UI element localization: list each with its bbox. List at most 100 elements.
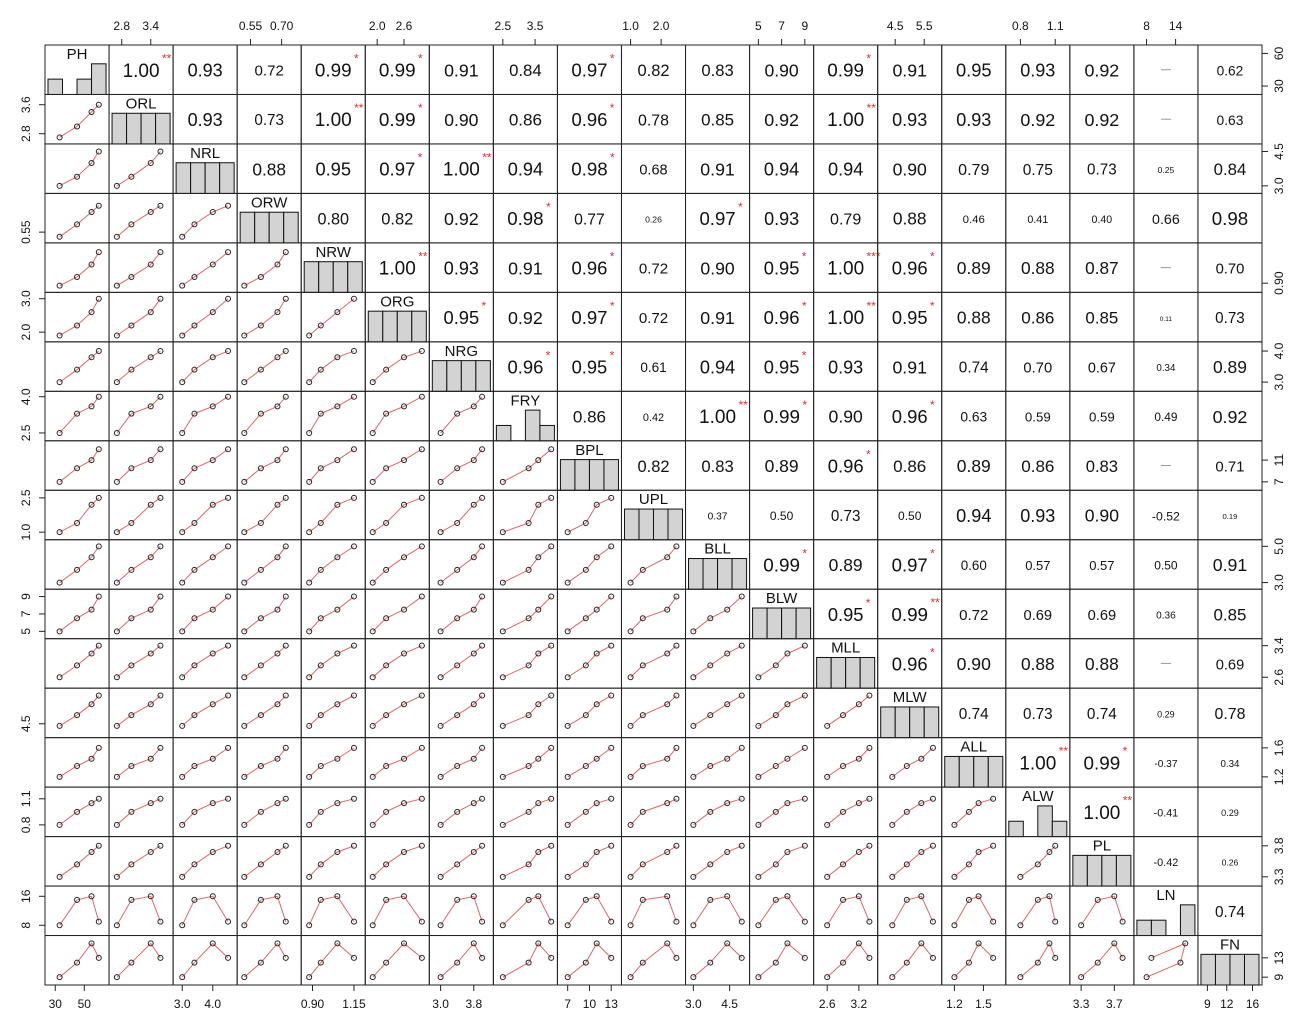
x-tick-label: 1.5 [975, 997, 992, 1011]
smooth-line [440, 695, 483, 727]
point [707, 959, 714, 966]
histogram-bar [140, 112, 157, 145]
point [707, 861, 714, 868]
point [179, 529, 186, 536]
x-tick-label: 3.5 [527, 19, 544, 33]
point [306, 821, 313, 828]
smooth-line [244, 497, 287, 533]
point [772, 662, 779, 669]
point [128, 366, 135, 373]
x-tick-label: 2.6 [396, 19, 413, 33]
point [454, 959, 461, 966]
smooth-line [308, 895, 355, 926]
smooth-line [567, 942, 612, 978]
point [274, 849, 281, 855]
correlation: 0.29 [1157, 709, 1175, 719]
point [257, 662, 264, 669]
correlation: 0.73 [1023, 706, 1053, 723]
significance: * [930, 546, 935, 560]
significance: ** [1123, 794, 1133, 808]
point [257, 959, 264, 966]
point [128, 221, 135, 228]
correlation: 0.90 [764, 60, 798, 80]
point [639, 566, 646, 573]
point [437, 722, 444, 729]
point [334, 354, 341, 361]
smooth-line [372, 695, 423, 727]
point [525, 762, 532, 769]
point [74, 615, 81, 622]
point [334, 755, 341, 762]
point [535, 457, 542, 464]
variable-name: PH [67, 46, 88, 63]
point [191, 896, 198, 903]
point [454, 615, 461, 622]
correlation: 1.00 [315, 110, 352, 131]
variable-name: MLL [831, 640, 860, 657]
point [334, 701, 341, 708]
point [454, 566, 461, 573]
point [282, 918, 289, 925]
significance: * [610, 52, 615, 66]
point [179, 579, 186, 586]
point [525, 662, 532, 669]
point [74, 808, 81, 815]
histogram-bar [347, 261, 363, 293]
correlation: 0.99 [891, 604, 928, 625]
point [191, 861, 198, 868]
point [840, 896, 847, 903]
smooth-line [308, 798, 355, 826]
smooth-line [630, 845, 677, 878]
histogram-bar [303, 261, 320, 293]
correlation: 0.70 [1216, 262, 1245, 278]
correlation: 0.97 [571, 60, 607, 81]
point [334, 800, 341, 807]
point [350, 348, 357, 355]
y-tick-label: 3.0 [1272, 177, 1286, 194]
point [639, 615, 646, 622]
point [113, 922, 120, 929]
correlation: 0.79 [830, 210, 861, 228]
point [179, 429, 186, 436]
point [738, 692, 745, 699]
x-tick-label: 0.8 [1012, 19, 1029, 33]
correlation: 0.96 [892, 258, 928, 279]
x-tick-label: 1.1 [1047, 19, 1064, 33]
y-tick-label: 2.5 [19, 489, 33, 506]
point [479, 744, 486, 751]
significance: ** [1059, 744, 1069, 758]
y-tick-label: 0.90 [1272, 271, 1286, 295]
point [990, 954, 997, 961]
variable-name: BPL [575, 442, 603, 459]
point [801, 642, 808, 649]
point [548, 795, 555, 802]
x-tick-label: 30 [49, 997, 63, 1011]
correlation: 0.92 [1084, 60, 1119, 80]
point [582, 520, 589, 527]
point [95, 543, 102, 550]
correlation: 0.89 [957, 258, 991, 278]
point [56, 873, 63, 880]
point [74, 322, 81, 329]
smooth-line [181, 396, 229, 434]
point [334, 309, 341, 316]
point [274, 800, 281, 807]
point [738, 954, 745, 961]
smooth-line [440, 396, 483, 434]
correlation: 0.91 [444, 60, 479, 80]
point [840, 861, 847, 868]
x-tick-label: 3.4 [142, 19, 159, 33]
point [209, 261, 216, 268]
point [627, 821, 634, 828]
y-tick-label: 1.2 [1272, 768, 1286, 785]
point [975, 893, 982, 900]
point [840, 959, 847, 966]
point [56, 282, 63, 289]
point [95, 593, 102, 600]
correlation: 0.99 [827, 60, 864, 81]
point [128, 896, 135, 903]
point [306, 429, 313, 436]
correlation: 0.92 [1213, 407, 1248, 427]
point [639, 959, 646, 966]
point [690, 722, 697, 729]
